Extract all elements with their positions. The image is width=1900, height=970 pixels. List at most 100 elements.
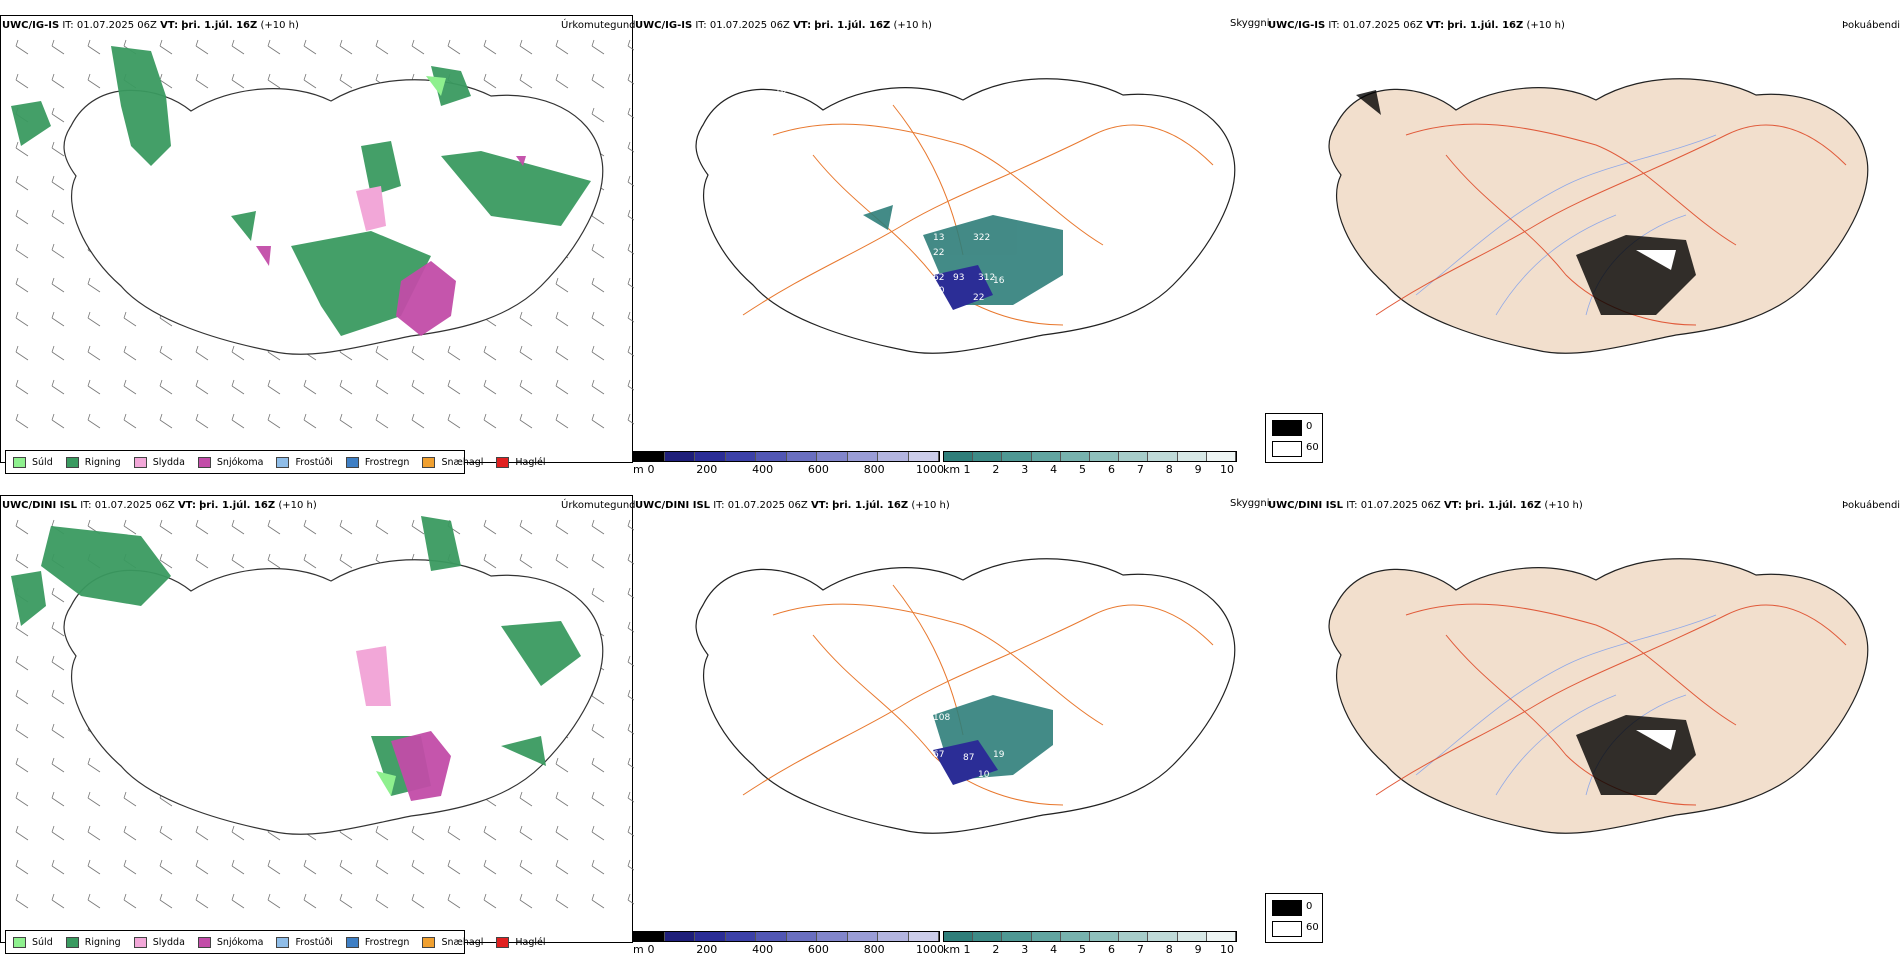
visibility-value-label: 62	[933, 273, 944, 283]
colorbar-unit: km	[943, 463, 961, 476]
wind-barb	[231, 893, 245, 909]
colorbar-tick-label: 2	[992, 463, 1000, 476]
wind-barb	[267, 39, 281, 55]
visibility-value-label: 67	[933, 750, 944, 760]
wind-barb	[15, 689, 29, 705]
wind-barb	[519, 893, 533, 909]
wind-barb	[15, 621, 29, 637]
legend-swatch	[133, 456, 147, 468]
legend-label: Frostúði	[295, 456, 333, 468]
visibility-value-label: 87	[963, 753, 974, 763]
wind-barb	[267, 379, 281, 395]
wind-barb	[555, 859, 569, 875]
wind-barb	[123, 519, 137, 535]
wind-barb	[123, 791, 137, 807]
legend-item: Haglél	[496, 936, 546, 948]
colorbar-tick-label: 800	[863, 463, 885, 476]
colorbar-segment	[878, 452, 909, 461]
wind-barb	[591, 107, 605, 123]
colorbar-segment	[725, 452, 756, 461]
colorbar-segment	[847, 452, 878, 461]
legend-swatch	[345, 456, 359, 468]
legend-label: Slydda	[152, 936, 185, 948]
fog-map-top	[1328, 78, 1869, 354]
colorbar-segment	[695, 932, 726, 941]
wind-barb	[51, 39, 65, 55]
wind-barb	[303, 379, 317, 395]
visibility-panel-bottom: 108 67 87 74 10 19 m 0 200 400 600 800 1000 km 1 2 3 4 5…	[633, 495, 1266, 970]
legend-item: Rigning	[65, 936, 121, 948]
panel-title-row2-col3: UWC/DINI ISL IT: 01.07.2025 06Z VT: þri.…	[1268, 500, 1583, 511]
wind-barb	[123, 859, 137, 875]
wind-barb	[555, 519, 569, 535]
legend-item: Snæhagl	[422, 456, 483, 468]
legend-label: Slydda	[152, 456, 185, 468]
visibility-value-label: 312	[978, 273, 995, 283]
legend-swatch	[197, 936, 211, 948]
wind-barb	[51, 413, 65, 429]
wind-barb	[303, 39, 317, 55]
wind-barb	[591, 243, 605, 259]
wind-barb	[159, 859, 173, 875]
wind-barb	[555, 73, 569, 89]
wind-barb	[159, 519, 173, 535]
wind-barb	[51, 175, 65, 191]
colorbar-tick-label: 10	[1220, 463, 1234, 476]
colorbar-strip	[633, 451, 940, 462]
legend-label: Frostúði	[295, 936, 333, 948]
wind-barb	[87, 757, 101, 773]
iceland-coastline	[63, 79, 604, 355]
legend-swatch	[13, 456, 26, 468]
panel-name-row1-col1: Úrkomutegund	[561, 20, 636, 31]
wind-barb	[483, 379, 497, 395]
wind-barb	[51, 311, 65, 327]
wind-barb	[519, 825, 533, 841]
wind-barb	[591, 859, 605, 875]
colorbar-tick-label: 5	[1079, 463, 1087, 476]
colorbar-segment	[695, 452, 726, 461]
wind-barb	[555, 825, 569, 841]
wind-barb	[411, 859, 425, 875]
legend-swatch	[65, 456, 79, 468]
legend-swatch	[276, 456, 290, 468]
colorbar-segment	[664, 932, 695, 941]
legend-label: Snjókoma	[216, 936, 264, 948]
legend-item: Rigning	[65, 456, 121, 468]
wind-barb	[555, 379, 569, 395]
wind-barb	[51, 379, 65, 395]
colorbar-segment	[786, 452, 817, 461]
wind-barb	[519, 73, 533, 89]
wind-barb	[555, 553, 569, 569]
colorbar-segment	[786, 932, 817, 941]
colorbar-tick-label: 0	[647, 463, 655, 476]
colorbar-segment	[1206, 452, 1237, 461]
panel-name-row1-col3: Þokuábendi	[1842, 20, 1900, 31]
colorbar-segment	[944, 452, 974, 461]
precip-legend-top: Súld Rigning Slydda Snjókoma Frostúði Frostre…	[5, 450, 546, 474]
panel-name-row2-col2: Skyggni	[1230, 498, 1270, 509]
legend-swatch	[422, 936, 436, 948]
wind-barb	[555, 345, 569, 361]
wind-barb	[87, 345, 101, 361]
wind-barb	[339, 519, 353, 535]
wind-barb	[591, 689, 605, 705]
wind-barb	[483, 859, 497, 875]
wind-barb	[411, 413, 425, 429]
wind-barb	[15, 553, 29, 569]
panel-name-row2-col1: Úrkomutegund	[561, 500, 636, 511]
legend-item: Frostúði	[276, 936, 333, 948]
wind-barb	[51, 655, 65, 671]
colorbar-segment	[908, 452, 939, 461]
wind-barb	[375, 345, 389, 361]
colorbar-segment	[1148, 452, 1178, 461]
wind-barb	[15, 379, 29, 395]
wind-barb	[483, 553, 497, 569]
wind-barb	[627, 859, 634, 871]
fog-key-bottom: 0 60	[1265, 893, 1323, 943]
wind-barb	[87, 277, 101, 293]
wind-barb	[519, 39, 533, 55]
colorbar-tick-label: 200	[696, 463, 718, 476]
wind-barb	[267, 859, 281, 875]
wind-barb	[303, 73, 317, 89]
legend-label: Snjókoma	[216, 456, 264, 468]
